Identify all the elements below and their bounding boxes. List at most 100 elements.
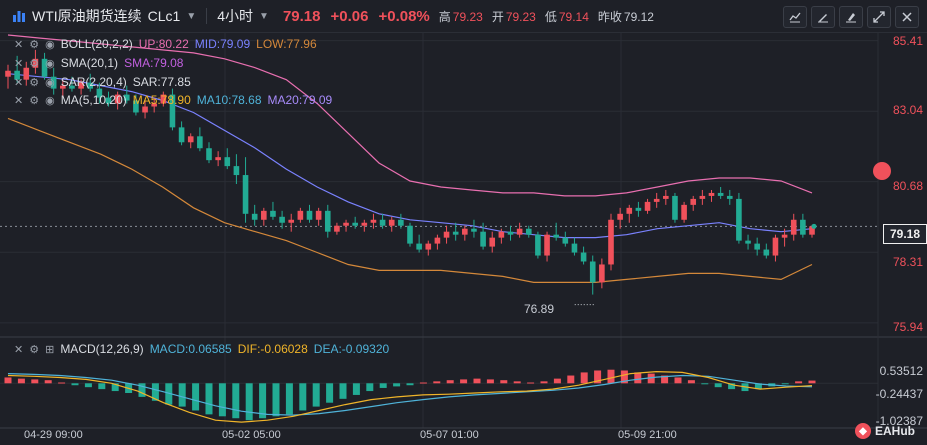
candle-body: [361, 222, 368, 226]
candle-body: [580, 252, 587, 262]
candle-body: [708, 192, 715, 196]
visibility-icon[interactable]: ◉: [45, 38, 55, 51]
candle-body: [60, 85, 66, 89]
last-price: 79.18: [282, 7, 321, 25]
legend-macd[interactable]: ✕ ⚙ ⊞ MACD(12,26,9) MACD:0.06585 DIF:-0.…: [14, 342, 389, 356]
time-tick: 05-07 01:00: [420, 429, 479, 441]
close-icon[interactable]: ✕: [14, 57, 24, 70]
candle-body: [306, 210, 313, 220]
macd-hist-bar: [71, 383, 79, 386]
candle-body: [224, 157, 231, 167]
candle-body: [763, 249, 770, 256]
macd-tick: -0.24437: [875, 387, 923, 401]
clear-drawings-icon[interactable]: [839, 6, 863, 28]
macd-hist-bar: [540, 381, 548, 384]
close-icon[interactable]: ✕: [14, 38, 24, 51]
price-tick: 80.68: [892, 179, 923, 193]
candle-body: [261, 210, 267, 220]
scroll-to-latest-button[interactable]: [873, 162, 891, 180]
close-icon[interactable]: ✕: [14, 343, 24, 356]
macd-hist-bar: [728, 383, 736, 390]
ma20-value: MA20:79.09: [267, 93, 333, 107]
settings-icon[interactable]: ⚙: [29, 57, 40, 70]
chart-logo-icon: [12, 9, 26, 23]
candle-body: [717, 192, 724, 196]
settings-icon[interactable]: ⚙: [29, 76, 40, 89]
instrument-title[interactable]: WTI原油期货连续: [32, 8, 142, 24]
candle-body: [462, 228, 468, 235]
candle-body: [324, 210, 331, 232]
macd-hist-bar: [419, 382, 427, 384]
macd-tick: -1.02387: [875, 414, 923, 428]
macd-hist-bar: [795, 381, 803, 384]
candle-body: [736, 198, 742, 241]
candle-body: [14, 70, 20, 80]
chart-grid: [0, 32, 878, 428]
macd-hist-bar: [44, 380, 52, 384]
visibility-icon[interactable]: ◉: [45, 76, 55, 89]
candle-body: [800, 219, 806, 235]
settings-icon[interactable]: ⚙: [29, 38, 40, 51]
visibility-icon[interactable]: ◉: [45, 94, 55, 107]
timeframe-dropdown-icon[interactable]: ▼: [259, 10, 269, 22]
settings-icon[interactable]: ⚙: [29, 343, 40, 356]
legend-ma[interactable]: ✕ ⚙ ◉ MA(5,10,20) MA5:78.90 MA10:78.68 M…: [14, 93, 332, 107]
candle-body: [160, 94, 167, 104]
candle-body: [562, 237, 569, 244]
visibility-icon[interactable]: ◉: [45, 57, 55, 70]
macd-hist-bar: [661, 375, 669, 384]
macd-hist-bar: [808, 380, 816, 384]
candle-body: [525, 228, 532, 235]
macd-hist-bar: [245, 383, 253, 421]
legend-boll[interactable]: ✕ ⚙ ◉ BOLL(20,2,2) UP:80.22 MID:79.09 LO…: [14, 37, 317, 51]
close-icon[interactable]: ✕: [14, 94, 24, 107]
macd-hist-bar: [192, 383, 200, 411]
macd-tick: 0.53512: [879, 364, 923, 378]
boll-mid-value: MID:79.09: [194, 37, 251, 51]
high-value: 79.23: [452, 9, 483, 24]
settings-icon[interactable]: ⚙: [29, 94, 40, 107]
macd-hist-bar: [594, 370, 602, 384]
macd-hist-bar: [607, 369, 615, 384]
timeframe-selector[interactable]: 4小时: [217, 8, 254, 24]
legend-sar[interactable]: ✕ ⚙ ◉ SAR(2,20,4) SAR:77.85: [14, 75, 191, 89]
macd-hist-bar: [701, 383, 709, 385]
candle-body: [745, 240, 751, 244]
fullscreen-icon[interactable]: [867, 6, 891, 28]
candle-body: [279, 216, 285, 223]
candle-body: [133, 100, 139, 113]
boll-low-value: LOW:77.96: [256, 37, 317, 51]
legend-name: MA(5,10,20): [60, 93, 127, 107]
candle-body: [489, 237, 496, 247]
draw-tool-icon[interactable]: [811, 6, 835, 28]
candle-body: [672, 195, 678, 220]
symbol-dropdown-icon[interactable]: ▼: [186, 10, 197, 22]
candle-body: [644, 201, 651, 211]
symbol-header: WTI原油期货连续 CLc1 ▼ 4小时 ▼ 79.18 +0.06 +0.08…: [0, 0, 927, 33]
brand-logo-icon: ◆: [855, 423, 871, 439]
macd-hist-bar: [567, 375, 575, 384]
candle-body: [297, 210, 304, 220]
close-icon[interactable]: ✕: [14, 76, 24, 89]
prev-close-label: 昨收: [597, 9, 622, 24]
bollinger-bands: [7, 34, 813, 283]
macd-dea-line: [7, 373, 813, 416]
candle-body: [334, 225, 340, 232]
candle-body: [608, 219, 614, 265]
current-price-dot: [811, 223, 817, 229]
legend-sma[interactable]: ✕ ⚙ ◉ SMA(20,1) SMA:79.08: [14, 56, 183, 70]
time-tick: 04-29 09:00: [24, 429, 83, 441]
instrument-symbol[interactable]: CLc1: [147, 8, 181, 24]
candlesticks: [5, 49, 817, 306]
macd-hist-bar: [326, 383, 334, 403]
macd-hist-bar: [674, 377, 682, 384]
indicator-icon[interactable]: [783, 6, 807, 28]
close-icon[interactable]: [895, 6, 919, 28]
candle-body: [809, 226, 815, 235]
macd-hist-bar: [218, 383, 226, 417]
expand-icon[interactable]: ⊞: [45, 343, 55, 356]
macd-hist-bar: [687, 380, 695, 384]
candle-body: [78, 82, 84, 89]
macd-hist-bar: [98, 383, 106, 390]
